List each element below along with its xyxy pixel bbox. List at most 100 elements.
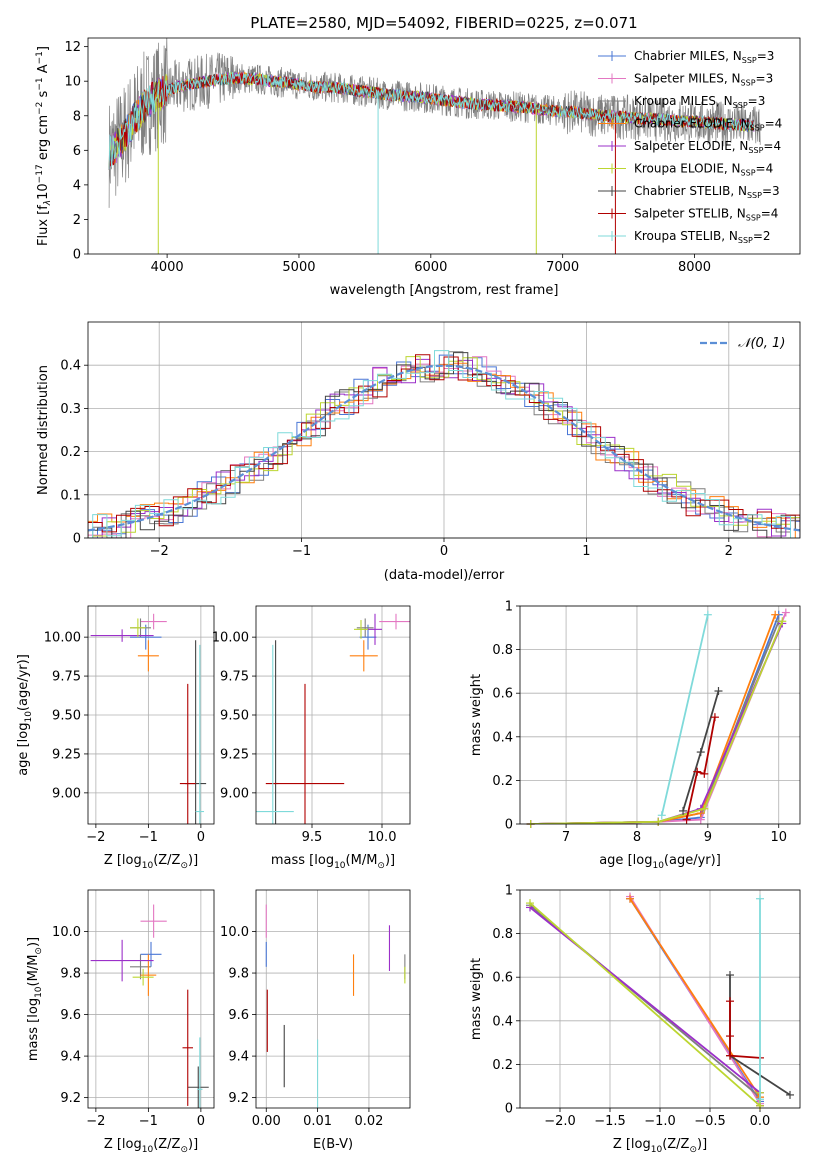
y-tick-label: 9.75 [52, 670, 81, 685]
weight_vs_age-axes: 7 8 9 10 0 0.2 0.4 0.6 0.8 1 [492, 600, 800, 845]
x-tick-label: −2 [150, 544, 169, 559]
weight_vs_Z-frame [519, 889, 801, 1109]
y-tick-label: 9.8 [60, 967, 81, 982]
y-tick-label: 6 [73, 144, 81, 159]
figure-title: PLATE=2580, MJD=54092, FIBERID=0225, z=0… [250, 14, 637, 32]
y-tick-label: 9.2 [228, 1091, 249, 1106]
weight-marker [682, 815, 691, 824]
y-tick-label: 0.6 [492, 971, 513, 986]
errorbar-point [90, 629, 154, 642]
weight-marker [700, 804, 709, 813]
y-axis-label: age [log10(age/yr)] [16, 654, 34, 776]
weight_vs_Z-axes: −2.0 −1.5 −1.0 −0.5 0.0 0 0.2 0.4 0.6 0.8 1 [492, 884, 800, 1129]
y-tick-label: 4 [73, 178, 81, 193]
y-tick-label: 9.50 [220, 709, 249, 724]
y-tick-label: 10.0 [220, 925, 249, 940]
weight-marker [726, 1051, 734, 1060]
errorbar-point [140, 941, 162, 967]
x-tick-label: −2 [86, 830, 105, 845]
histogram-series [88, 354, 800, 538]
weight-marker [781, 608, 790, 617]
errorbar-point [179, 683, 196, 824]
y-tick-label: 0 [73, 248, 81, 263]
x-tick-label: 9 [704, 830, 712, 845]
y-tick-label: 0 [505, 818, 513, 833]
weight-marker [726, 971, 734, 980]
y-tick-label: 9.00 [220, 786, 249, 801]
y-tick-label: 9.6 [60, 1008, 81, 1023]
weight-marker [778, 617, 787, 626]
y-tick-label: 0.4 [492, 730, 513, 745]
x-tick-label: 10 [770, 830, 787, 845]
errorbar-point [359, 624, 377, 650]
errorbar-point [182, 989, 193, 1106]
y-tick-label: 0.3 [60, 402, 81, 417]
weight-marker [703, 610, 712, 619]
x-tick-label: 9.5 [302, 830, 323, 845]
weight-marker [654, 817, 663, 826]
x-tick-label: −2 [86, 1114, 105, 1129]
mass_vs_Z-axes: −2 −1 0 9.2 9.4 9.6 9.8 10.0 [52, 890, 214, 1129]
x-axis-label: Z [log10(Z/Z⊙)] [613, 1137, 707, 1155]
errorbar-point [195, 644, 205, 824]
x-tick-label: 0.01 [303, 1114, 332, 1129]
y-tick-label: 9.2 [60, 1091, 81, 1106]
weight-marker [657, 811, 666, 820]
errorbar-point [130, 624, 162, 650]
x-tick-label: −1 [139, 830, 158, 845]
y-tick-label: 0.4 [60, 359, 81, 374]
weight-marker [700, 769, 709, 778]
y-tick-label: 0.8 [492, 927, 513, 942]
errorbar-point [354, 620, 368, 639]
x-tick-label: 7 [562, 830, 570, 845]
spectrum-model-line [108, 71, 755, 170]
y-tick-label: 9.25 [52, 747, 81, 762]
errorbar-point [90, 939, 154, 982]
errorbar-point [140, 904, 167, 938]
legend-label: Kroupa ELODIE, NSSP=4 [634, 162, 773, 178]
x-tick-label: 1 [582, 544, 590, 559]
x-tick-label: −1.5 [594, 1114, 626, 1129]
legend-label: Salpeter STELIB, NSSP=4 [634, 207, 778, 223]
y-tick-label: 9.6 [228, 1008, 249, 1023]
weight-series-line [660, 614, 709, 816]
weight-marker [526, 899, 534, 908]
x-tick-label: −1.0 [644, 1114, 676, 1129]
y-tick-label: 10.00 [212, 631, 249, 646]
legend-label: Kroupa MILES, NSSP=3 [634, 94, 765, 110]
y-tick-label: 9.25 [220, 747, 249, 762]
legend-label: Chabrier MILES, NSSP=3 [634, 49, 774, 65]
x-axis-label: Z [log10(Z/Z⊙)] [104, 853, 198, 871]
y-tick-label: 0.1 [60, 488, 81, 503]
x-tick-label: 0 [197, 830, 205, 845]
weight-series-line [530, 623, 784, 824]
age_vs_Z-frame [87, 605, 215, 825]
weight-marker [756, 1095, 764, 1104]
histogram-series [88, 362, 800, 538]
y-tick-label: 10.0 [52, 925, 81, 940]
errorbar-point [197, 1037, 203, 1108]
weight-marker [726, 1032, 734, 1041]
weight-marker [726, 997, 734, 1006]
y-tick-label: 10 [64, 75, 81, 90]
legend-label: Chabrier ELODIE, NSSP=4 [634, 117, 782, 133]
y-tick-label: 0.2 [60, 445, 81, 460]
y-axis-label: mass weight [469, 674, 484, 756]
x-tick-label: 0 [197, 1114, 205, 1129]
x-tick-label: 8000 [678, 260, 711, 275]
x-tick-label: −1 [139, 1114, 158, 1129]
y-tick-label: 9.4 [60, 1050, 81, 1065]
y-axis-label: Flux [fλ10−17 erg cm−2 s−1 A−1] [35, 46, 53, 246]
x-tick-label: −0.5 [694, 1114, 726, 1129]
x-tick-label: 0.0 [750, 1114, 771, 1129]
weight-marker [679, 806, 688, 815]
x-tick-label: 8 [633, 830, 641, 845]
x-tick-label: 4000 [151, 260, 184, 275]
age_vs_mass-axes: 9.5 10.0 9.00 9.25 9.50 9.75 10.00 [212, 606, 410, 845]
histogram-series [88, 356, 800, 538]
weight-series-line [685, 717, 716, 820]
y-axis-label: Normed distribution [36, 365, 51, 495]
y-tick-label: 0.8 [492, 643, 513, 658]
histogram-series [88, 351, 800, 538]
spectrum-frame [87, 37, 801, 255]
